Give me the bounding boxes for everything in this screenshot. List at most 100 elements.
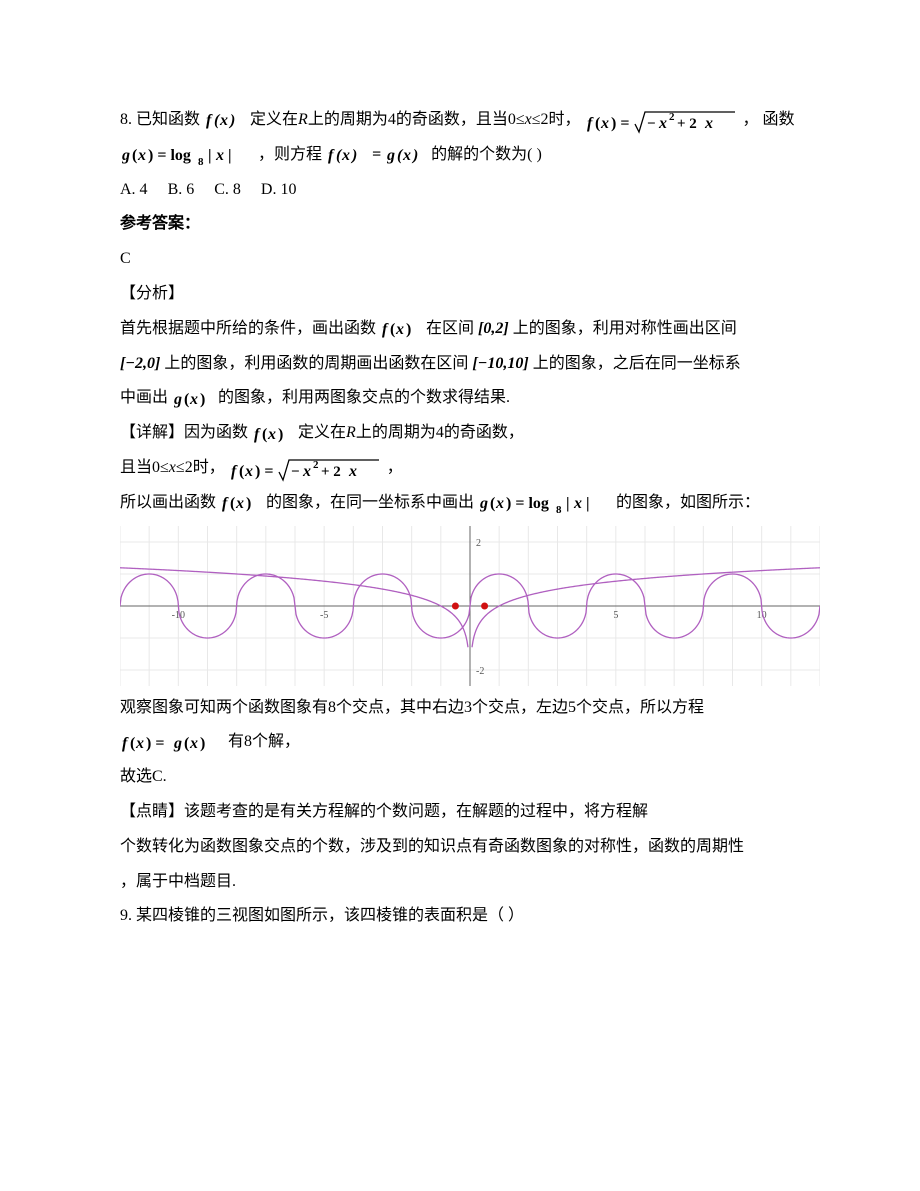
svg-text:(: ( — [130, 735, 135, 752]
svg-text:f: f — [122, 735, 129, 752]
d3-p3: 的图象，如图所示： — [616, 494, 760, 511]
d-R: R — [346, 424, 356, 441]
detail-line2: 且当0≤x≤2时， f ( x ) = − x 2 + 2 x ， — [120, 454, 820, 483]
svg-text:x: x — [600, 115, 609, 132]
svg-text:x: x — [267, 426, 276, 443]
a2-int: [−2,0] — [120, 355, 160, 372]
d2-x: x — [169, 459, 176, 476]
d2-p1: 且当0≤ — [120, 459, 169, 476]
q8-fx2: f(x) — [326, 146, 368, 163]
svg-text:): ) — [228, 112, 235, 129]
svg-text:f: f — [254, 426, 261, 443]
svg-text:f: f — [328, 147, 335, 164]
svg-text:(: ( — [239, 463, 244, 480]
svg-text:x: x — [395, 321, 404, 338]
a2-p2: 上的图象，之后在同一坐标系 — [533, 355, 741, 372]
analysis-line1: 首先根据题中所给的条件，画出函数 f(x) 在区间 [0,2] 上的图象，利用对… — [120, 315, 820, 344]
svg-text:|: | — [228, 147, 232, 164]
svg-text:x: x — [348, 463, 357, 480]
svg-text:) =: ) = — [255, 463, 273, 480]
svg-text:(: ( — [595, 115, 600, 132]
a2-p1: 上的图象，利用函数的周期画出函数在区间 — [164, 355, 468, 372]
svg-text:): ) — [411, 147, 418, 164]
q8-line1: 8. 已知函数 f(x) 定义在R上的周期为4的奇函数，且当0≤x≤2时， f … — [120, 106, 820, 135]
svg-text:−: − — [291, 464, 300, 480]
detail-label: 【详解】因为函数 — [120, 424, 248, 441]
q8-R: R — [298, 111, 308, 128]
q8-line2: g ( x ) = log 8 | x | ，则方程 f(x) = g(x) 的… — [120, 141, 820, 170]
svg-text:x: x — [341, 147, 350, 164]
detail-line3: 所以画出函数 f(x) 的图象，在同一坐标系中画出 g ( x ) = log … — [120, 489, 820, 518]
svg-text:+ 2: + 2 — [677, 116, 697, 132]
svg-text:f: f — [206, 112, 213, 129]
fx-sqrt-formula: f ( x ) = − x 2 + 2 x — [587, 106, 737, 134]
svg-text:(: ( — [230, 495, 235, 512]
svg-text:) =: ) = — [611, 115, 629, 132]
a1-fx: f(x) — [382, 319, 420, 339]
analysis-label: 【分析】 — [120, 280, 820, 309]
d-fx: f(x) — [254, 424, 292, 444]
svg-text:): ) — [350, 147, 357, 164]
svg-text:|: | — [208, 147, 212, 164]
opt-d: D. 10 — [261, 181, 297, 198]
d-p1: 定义在 — [298, 424, 346, 441]
svg-text:) =: ) = — [146, 735, 164, 752]
svg-text:x: x — [302, 463, 311, 480]
svg-text:(: ( — [132, 147, 137, 164]
answer-value: C — [120, 245, 820, 274]
fx-formula: f(x) — [206, 110, 244, 130]
svg-text:-5: -5 — [320, 610, 328, 621]
svg-text:-2: -2 — [476, 666, 484, 677]
d3-p1: 所以画出函数 — [120, 494, 216, 511]
svg-text:): ) — [406, 321, 411, 338]
svg-text:) = log: ) = log — [148, 147, 191, 164]
a2-int2: [−10,10] — [472, 355, 528, 372]
a1-int1: [0,2] — [478, 320, 509, 337]
svg-text:2: 2 — [476, 538, 481, 549]
d3-p2: 的图象，在同一坐标系中画出 — [266, 494, 474, 511]
answer-label: 参考答案： — [120, 210, 820, 239]
detail-line1: 【详解】因为函数 f(x) 定义在R上的周期为4的奇函数， — [120, 419, 820, 448]
svg-text:): ) — [200, 391, 205, 408]
q8-prefix: 8. 已知函数 — [120, 111, 200, 128]
a3-gx: g(x) — [174, 389, 212, 409]
insight-2: 个数转化为函数图象交点的个数，涉及到的知识点有奇函数图象的对称性，函数的周期性 — [120, 833, 820, 862]
d-p2: 上的周期为4的奇函数， — [356, 424, 524, 441]
a1-p2: 在区间 — [426, 320, 474, 337]
q8-gx2: g(x) — [385, 146, 427, 163]
svg-text:(: ( — [262, 426, 267, 443]
svg-text:x: x — [658, 115, 667, 132]
svg-text:f: f — [231, 463, 238, 480]
q8-mid2: 上的周期为4的奇函数，且当0≤ — [308, 111, 525, 128]
svg-text:x: x — [189, 391, 198, 408]
q8-mid4: ， 函数 — [743, 111, 795, 128]
document-content: 8. 已知函数 f(x) 定义在R上的周期为4的奇函数，且当0≤x≤2时， f … — [120, 106, 820, 931]
analysis-line2: [−2,0] 上的图象，利用函数的周期画出函数在区间 [−10,10] 上的图象… — [120, 350, 820, 379]
svg-text:x: x — [704, 115, 713, 132]
q9-text: 9. 某四棱锥的三视图如图所示，该四棱锥的表面积是（ ） — [120, 902, 820, 931]
svg-text:x: x — [402, 147, 411, 164]
svg-text:x: x — [189, 735, 198, 752]
q8-x: x — [525, 111, 532, 128]
q8-eq: = — [372, 146, 385, 163]
svg-text:5: 5 — [613, 610, 618, 621]
opt-c: C. 8 — [214, 181, 241, 198]
q8-mid3: ≤2时， — [532, 111, 581, 128]
svg-text:x: x — [244, 463, 253, 480]
svg-text:g: g — [122, 147, 130, 164]
svg-text:2: 2 — [313, 459, 319, 471]
d2-p2: ≤2时， — [176, 459, 225, 476]
q8-mid6: 的解的个数为( ) — [431, 146, 542, 163]
svg-text:x: x — [495, 495, 504, 512]
svg-text:8: 8 — [198, 156, 204, 166]
svg-text:g: g — [173, 735, 182, 752]
svg-text:(: ( — [184, 391, 189, 408]
analysis-line3: 中画出 g(x) 的图象，利用两图象交点的个数求得结果. — [120, 384, 820, 413]
svg-text:(: ( — [390, 321, 395, 338]
insight-1: 【点睛】该题考查的是有关方程解的个数问题，在解题的过程中，将方程解 — [120, 798, 820, 827]
observation-eq-line: f ( x ) = g ( x ) 有8个解， — [120, 728, 820, 757]
insight-3: ，属于中档题目. — [120, 868, 820, 897]
svg-text:) = log: ) = log — [506, 495, 549, 512]
svg-text:f: f — [222, 495, 229, 512]
q8-mid1: 定义在 — [250, 111, 298, 128]
